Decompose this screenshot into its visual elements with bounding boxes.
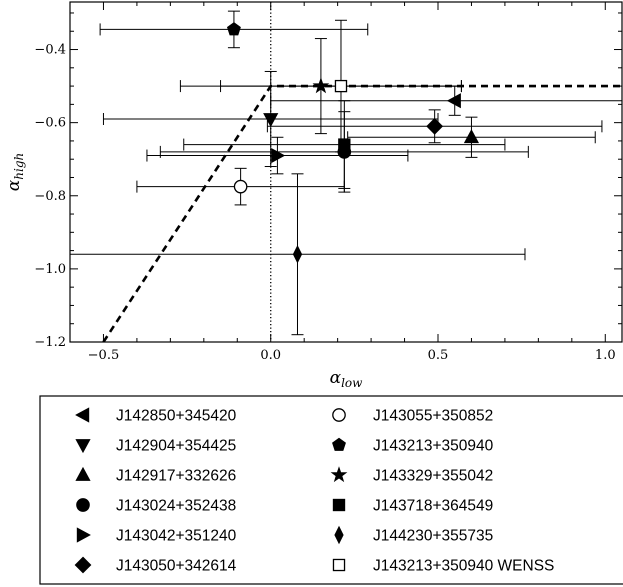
x-tick-label: 0.5	[428, 348, 449, 363]
legend-marker	[76, 527, 91, 543]
legend-marker	[75, 407, 90, 423]
y-tick-label: −1.0	[34, 262, 66, 277]
legend-item: J143213+350940	[332, 437, 494, 455]
legend-marker	[332, 558, 346, 572]
y-tick-label: −0.4	[34, 43, 66, 58]
legend-box	[39, 395, 623, 585]
legend-label: J143024+352438	[116, 498, 236, 515]
legend-marker	[75, 439, 91, 454]
x-tick-label: 0.0	[260, 348, 281, 363]
legend-label: J143055+350852	[373, 408, 493, 425]
data-point	[338, 138, 351, 151]
y-axis: −1.2 −1.0 −0.8 −0.6 −0.4	[34, 12, 622, 350]
legend-label: J143213+350940	[373, 438, 494, 455]
legend-label: J143329+355042	[373, 468, 493, 485]
data-point	[292, 245, 303, 264]
data-point	[312, 77, 330, 94]
legend-item: J142904+354425	[75, 438, 236, 455]
legend-marker	[330, 466, 348, 483]
legend-label: J144230+355735	[373, 528, 493, 545]
legend-label: J142917+332626	[116, 468, 236, 485]
data-point	[233, 179, 248, 194]
legend-item: J143718+364549	[332, 498, 493, 515]
reference-line-dashed	[102, 84, 622, 342]
data-point	[271, 147, 286, 164]
legend: J142850+345420 J142904+354425 J142917+3326…	[74, 407, 554, 575]
x-tick-label: −0.5	[88, 348, 120, 363]
y-tick-label: −1.2	[34, 335, 66, 350]
legend-item: J143213+350940 WENSS	[332, 558, 554, 575]
plot-area	[70, 2, 622, 342]
y-axis-label: αhigh	[4, 153, 26, 191]
legend-label: J142904+354425	[116, 438, 236, 455]
legend-label: J143718+364549	[373, 498, 493, 515]
legend-marker	[332, 498, 346, 512]
plot-frame	[69, 1, 623, 343]
legend-marker	[334, 525, 344, 545]
x-axis: −0.5 0.0 0.5 1.0	[69, 2, 616, 363]
legend-marker	[332, 437, 346, 451]
legend-item: J143050+342614	[74, 556, 237, 575]
legend-label: J142850+345420	[116, 408, 237, 425]
y-tick-label: −0.6	[34, 116, 66, 131]
legend-item: J142917+332626	[75, 466, 236, 485]
data-point	[463, 129, 480, 144]
legend-marker	[332, 408, 346, 422]
legend-item: J142850+345420	[75, 407, 237, 425]
data-point	[334, 79, 348, 93]
data-point	[226, 22, 241, 36]
data-point	[446, 93, 461, 109]
legend-label: J143050+342614	[116, 558, 237, 575]
legend-item: J143042+351240	[76, 527, 237, 545]
legend-marker	[75, 466, 91, 481]
data-point	[426, 117, 444, 135]
legend-marker	[76, 498, 90, 512]
legend-item: J143024+352438	[76, 498, 236, 515]
x-tick-label: 1.0	[595, 348, 616, 363]
legend-label: J143042+351240	[116, 528, 237, 545]
legend-item: J143329+355042	[330, 466, 493, 485]
data-point	[263, 113, 279, 128]
legend-label: J143213+350940 WENSS	[373, 558, 554, 575]
legend-item: J143055+350852	[332, 408, 493, 425]
legend-marker	[74, 556, 92, 574]
legend-item: J144230+355735	[334, 525, 493, 545]
y-tick-label: −0.8	[34, 189, 66, 204]
x-axis-label: αlow	[330, 368, 364, 390]
